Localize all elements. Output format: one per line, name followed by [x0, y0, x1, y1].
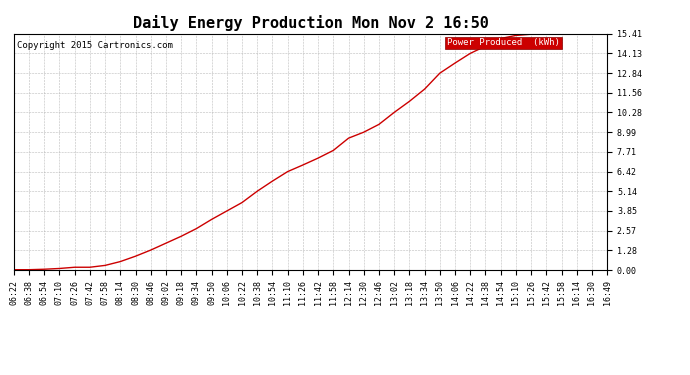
- Text: Copyright 2015 Cartronics.com: Copyright 2015 Cartronics.com: [17, 41, 172, 50]
- Title: Daily Energy Production Mon Nov 2 16:50: Daily Energy Production Mon Nov 2 16:50: [132, 15, 489, 31]
- Text: Power Produced  (kWh): Power Produced (kWh): [447, 39, 560, 48]
